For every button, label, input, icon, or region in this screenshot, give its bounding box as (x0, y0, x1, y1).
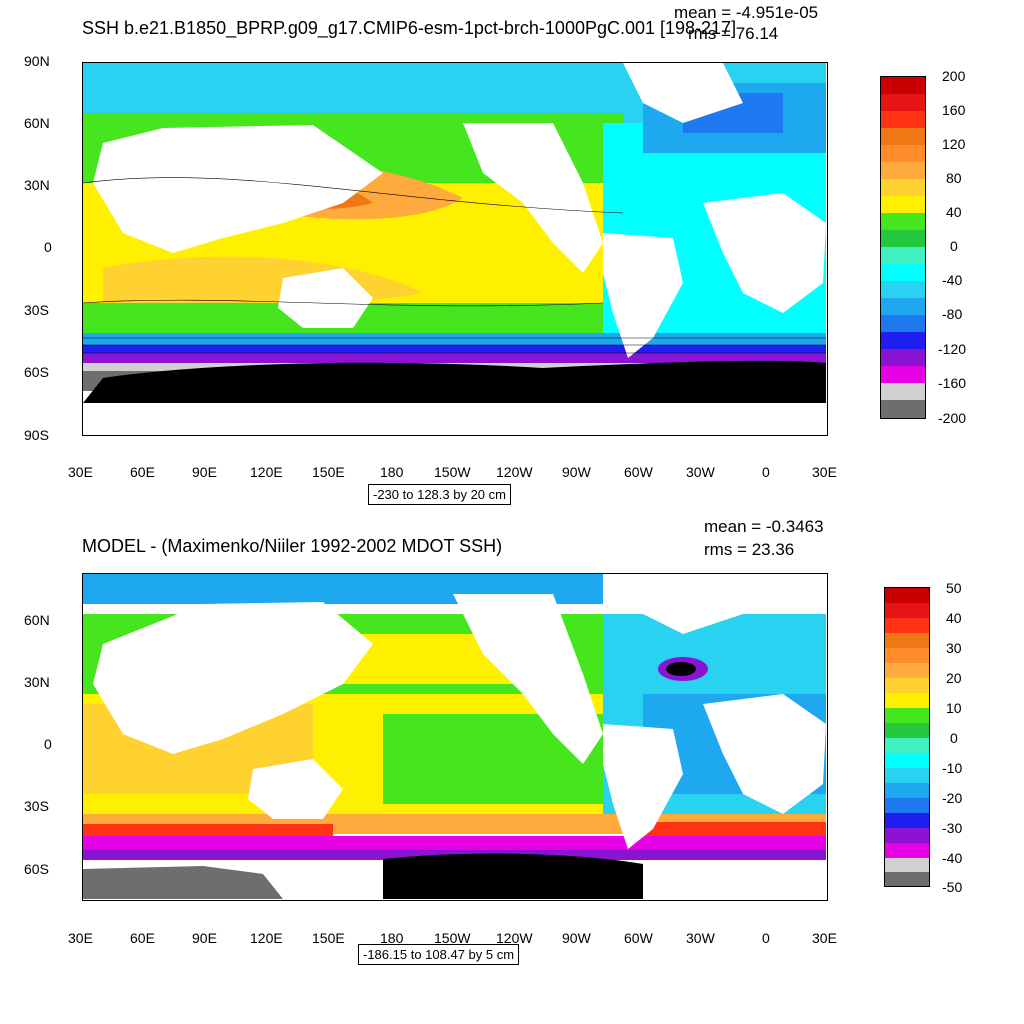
panel1-lat-label: 0 (44, 239, 52, 255)
panel1-lat-label: 60S (24, 364, 49, 380)
panel1-colorbar-label: 0 (950, 238, 958, 254)
panel1-lon-label: 120W (496, 464, 533, 480)
panel2-lat-label: 60N (24, 612, 50, 628)
panel2-colorbar-label: -30 (942, 820, 963, 836)
panel2-colorbar-label: 40 (946, 610, 962, 626)
panel2-lon-label: 60W (624, 930, 653, 946)
panel1-title: SSH b.e21.B1850_BPRP.g09_g17.CMIP6-esm-1… (82, 18, 737, 38)
panel1-colorbar-label: 200 (942, 68, 966, 84)
panel1-colorbar-label: -120 (938, 341, 967, 357)
panel1-lon-label: 30W (686, 464, 715, 480)
panel1-colorbar-label: -200 (938, 410, 967, 426)
panel2-colorbar-label: 30 (946, 640, 962, 656)
panel1-map-svg (83, 63, 826, 434)
panel1-colorbar-label: 120 (942, 136, 966, 152)
panel2-lon-label: 30W (686, 930, 715, 946)
panel1-lat-label: 30S (24, 302, 49, 318)
panel2-colorbar-label: 20 (946, 670, 962, 686)
panel2-lon-label: 150E (312, 930, 345, 946)
panel2-colorbar-label: 50 (946, 580, 962, 596)
panel1-range-label: -230 to 128.3 by 20 cm (368, 484, 511, 505)
panel1-lat-label: 60N (24, 115, 50, 131)
panel1-lon-label: 0 (762, 464, 770, 480)
panel2-lat-label: 60S (24, 861, 49, 877)
panel1-lon-label: 60E (130, 464, 155, 480)
panel1-lon-label: 90E (192, 464, 217, 480)
panel2-colorbar-label: -50 (942, 879, 963, 895)
panel1-colorbar-label: 80 (946, 170, 962, 186)
panel1-mean: mean = -4.951e-05 (674, 3, 819, 22)
panel2-lon-label: 120W (496, 930, 533, 946)
panel2-lat-label: 30S (24, 798, 49, 814)
panel2-lon-label: 150W (434, 930, 471, 946)
panel2-lon-label: 90E (192, 930, 217, 946)
panel2-lon-label: 60E (130, 930, 155, 946)
panel2-colorbar-label: 0 (950, 730, 958, 746)
panel2-lat-label: 0 (44, 736, 52, 752)
panel1-colorbar-label: -40 (942, 272, 963, 288)
panel1-lon-label: 150E (312, 464, 345, 480)
panel2-colorbar-label: -40 (942, 850, 963, 866)
panel2-map (82, 573, 828, 901)
panel2-mean: mean = -0.3463 (704, 517, 824, 536)
panel1-colorbar (880, 76, 926, 419)
panel2-colorbar (884, 587, 930, 887)
panel2-lat-label: 30N (24, 674, 50, 690)
panel1-colorbar-svg (881, 77, 925, 418)
panel2-colorbar-label: -10 (942, 760, 963, 776)
panel2-lon-label: 180 (380, 930, 404, 946)
panel2-colorbar-label: 10 (946, 700, 962, 716)
panel2-lon-label: 0 (762, 930, 770, 946)
panel2-map-svg (83, 574, 826, 899)
panel1-lon-label: 30E (68, 464, 93, 480)
panel2-range-label: -186.15 to 108.47 by 5 cm (358, 944, 520, 965)
panel1-colorbar-label: 160 (942, 102, 966, 118)
panel2-rms: rms = 23.36 (704, 540, 795, 559)
panel1-rms: rms = 76.14 (688, 24, 779, 43)
panel1-lon-label: 180 (380, 464, 404, 480)
panel2-colorbar-label: -20 (942, 790, 963, 806)
panel1-lat-label: 90N (24, 53, 50, 69)
panel2-lon-label: 120E (250, 930, 283, 946)
panel1-lat-label: 90S (24, 427, 49, 443)
panel2-lon-label: 90W (562, 930, 591, 946)
panel1-lon-label: 60W (624, 464, 653, 480)
panel2-title: MODEL - (Maximenko/Niiler 1992-2002 MDOT… (82, 536, 503, 556)
panel1-lat-label: 30N (24, 177, 50, 193)
panel1-lon-label: 30E (812, 464, 837, 480)
panel1-lon-label: 90W (562, 464, 591, 480)
panel2-colorbar-svg (885, 588, 929, 886)
panel1-lon-label: 120E (250, 464, 283, 480)
panel1-colorbar-label: -80 (942, 306, 963, 322)
panel2-lon-label: 30E (68, 930, 93, 946)
panel1-lon-label: 150W (434, 464, 471, 480)
panel1-map (82, 62, 828, 436)
panel2-lon-label: 30E (812, 930, 837, 946)
panel1-colorbar-label: 40 (946, 204, 962, 220)
panel1-colorbar-label: -160 (938, 375, 967, 391)
